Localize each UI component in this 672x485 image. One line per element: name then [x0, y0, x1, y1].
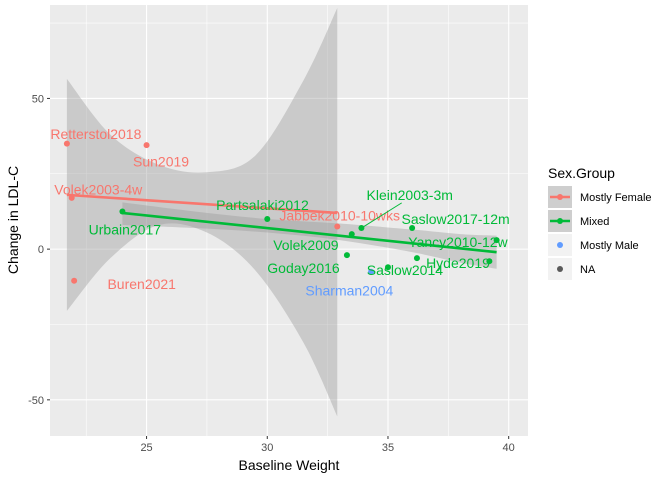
point-label: Saslow2017-12m	[401, 211, 509, 227]
legend-title: Sex.Group	[548, 165, 615, 181]
data-point	[119, 208, 126, 215]
point-label: Sharman2004	[305, 283, 393, 299]
legend-entries: Mostly Female Mixed Mostly Male NA	[548, 186, 652, 280]
x-tick-label: 25	[140, 442, 152, 454]
data-point	[368, 268, 375, 275]
y-tick-label: 0	[38, 244, 44, 256]
data-point	[68, 194, 75, 201]
point-label: Jabbek2010-10wks	[279, 207, 400, 223]
legend-label: Mixed	[580, 216, 609, 228]
point-label: Urbain2017	[89, 222, 162, 238]
legend-entry: Mostly Female	[548, 186, 652, 208]
data-point	[143, 142, 150, 149]
x-tick-label: 40	[503, 442, 515, 454]
point-label: Retterstol2018	[50, 126, 141, 142]
fit-lines	[66, 193, 497, 254]
legend-key-point	[557, 194, 563, 200]
point-label: Goday2016	[267, 260, 340, 276]
confidence-bands	[66, 8, 497, 417]
point-label: Buren2021	[107, 276, 176, 292]
y-axis-title: Change in LDL-C	[5, 166, 21, 274]
data-points	[63, 140, 500, 284]
fit-line	[122, 211, 497, 254]
data-point	[493, 237, 500, 244]
point-label: Saslow2014	[367, 262, 443, 278]
y-tick-label: -50	[28, 395, 44, 407]
point-labels: Retterstol2018 Sun2019 Volek2003-4w Buren20…	[50, 126, 509, 299]
fit-line	[66, 193, 338, 215]
point-label: Volek2009	[273, 237, 339, 253]
point-label: Volek2003-4w	[54, 181, 143, 197]
data-point	[264, 215, 271, 222]
x-axis-title: Baseline Weight	[239, 457, 340, 473]
label-leader	[361, 202, 402, 229]
data-point	[334, 223, 341, 230]
data-point	[384, 264, 391, 271]
legend-entry: Mostly Male	[548, 234, 639, 256]
y-axis-ticks: -50 0 50	[28, 93, 50, 407]
data-point	[486, 258, 493, 265]
x-tick-label: 35	[382, 442, 394, 454]
legend-key-point	[557, 242, 563, 248]
legend-label: Mostly Female	[580, 192, 652, 204]
legend-key-point	[557, 218, 563, 224]
point-label: Yancy2010-12w	[408, 234, 508, 250]
confidence-band	[122, 202, 497, 269]
legend-label: NA	[580, 264, 596, 276]
data-point	[409, 225, 416, 232]
grid-minor	[50, 5, 528, 436]
point-label: Sun2019	[133, 154, 189, 170]
data-point	[343, 252, 350, 259]
data-point	[413, 255, 420, 262]
data-point	[71, 277, 78, 284]
y-tick-label: 50	[32, 93, 44, 105]
legend-entry: Mixed	[548, 210, 609, 232]
data-point	[63, 140, 70, 147]
grid-major	[50, 5, 528, 436]
legend-entry: NA	[548, 258, 596, 280]
x-tick-label: 30	[261, 442, 273, 454]
x-axis-ticks: 25 30 35 40	[140, 436, 515, 454]
confidence-band	[66, 8, 338, 417]
point-label: Partsalaki2012	[216, 197, 309, 213]
legend-label: Mostly Male	[580, 240, 639, 252]
point-label: Klein2003-3m	[367, 187, 453, 203]
data-point	[348, 231, 355, 238]
legend-key-point	[557, 266, 563, 272]
point-label: Hyde2019	[426, 255, 490, 271]
legend: Sex.Group Mostly Female Mixed Mostly Male N…	[548, 165, 652, 280]
